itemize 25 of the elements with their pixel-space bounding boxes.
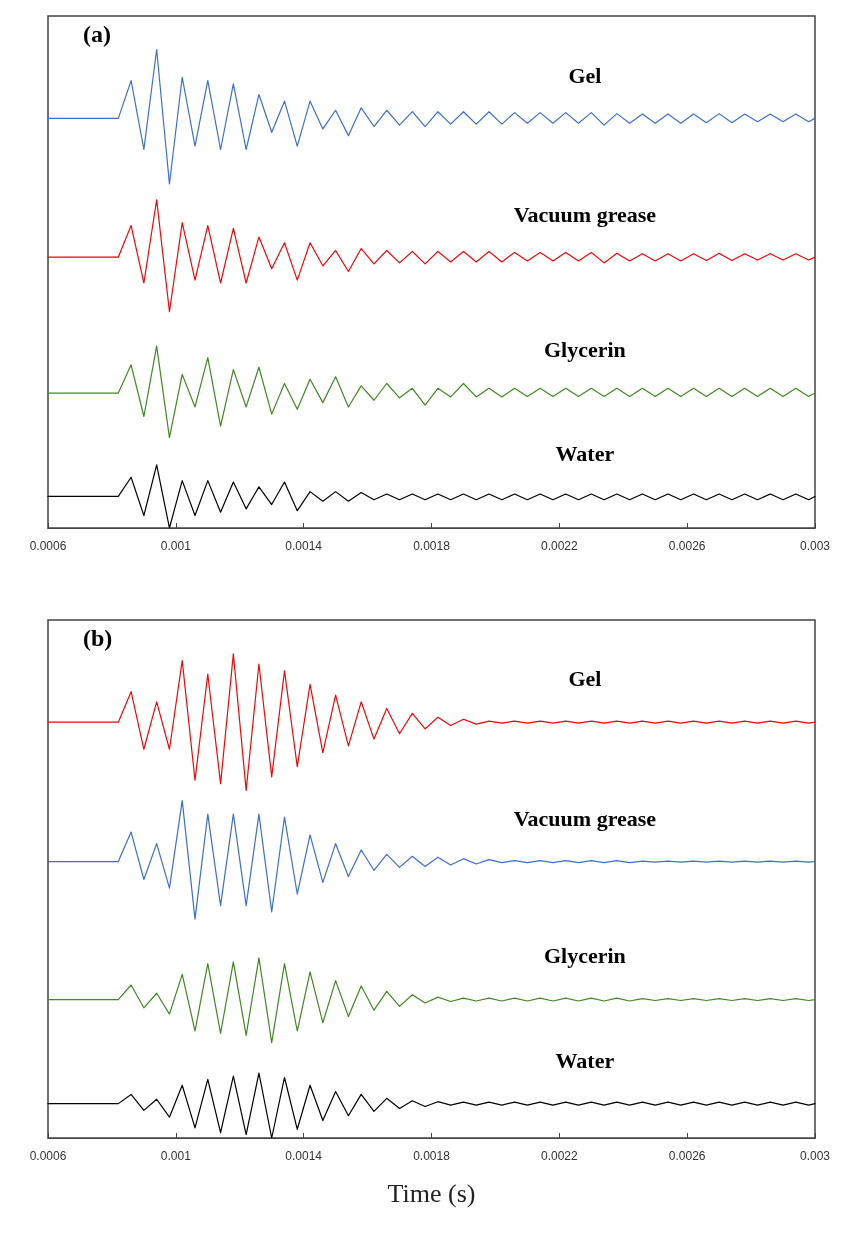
series-label: Gel <box>568 666 602 692</box>
x-tick-label: 0.0022 <box>540 1149 579 1163</box>
text: (b) <box>83 625 113 651</box>
x-tick-label: 0.003 <box>799 539 831 553</box>
series-label: Gel <box>568 62 602 88</box>
x-tick-label: 0.0006 <box>29 539 67 553</box>
text: (a) <box>83 21 111 47</box>
x-tick-label: 0.0018 <box>413 1149 451 1163</box>
x-tick-label: 0.0026 <box>668 1149 706 1163</box>
x-tick-label: 0.0026 <box>668 539 706 553</box>
x-tick-label: 0.001 <box>160 539 192 553</box>
x-tick-label: 0.0014 <box>285 539 323 553</box>
series-label: Glycerin <box>543 943 626 969</box>
series-label: Water <box>555 1047 615 1073</box>
x-tick-label: 0.0014 <box>285 1149 323 1163</box>
x-tick-label: 0.0006 <box>29 1149 67 1163</box>
x-tick-label: 0.0022 <box>540 539 579 553</box>
x-axis-title: Time (s) <box>387 1178 476 1208</box>
series-label: Water <box>555 440 615 466</box>
series-label: Vacuum grease <box>513 201 657 227</box>
x-tick-label: 0.003 <box>799 1149 831 1163</box>
x-tick-label: 0.0018 <box>413 539 451 553</box>
series-label: Glycerin <box>543 337 626 363</box>
x-tick-label: 0.001 <box>160 1149 192 1163</box>
series-label: Vacuum grease <box>513 805 657 831</box>
